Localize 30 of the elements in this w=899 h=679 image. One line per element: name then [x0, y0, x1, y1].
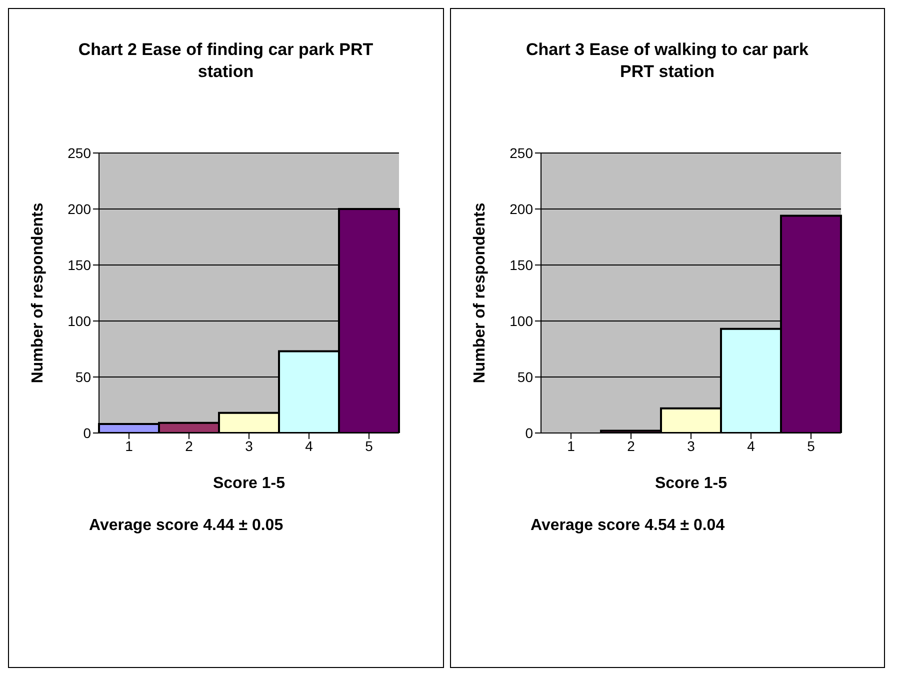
y-tick-label: 50	[516, 368, 533, 385]
y-tick-label: 50	[75, 368, 92, 385]
x-axis-title: Score 1-5	[212, 475, 286, 492]
x-tick-label: 2	[185, 438, 194, 454]
y-tick-label: 100	[68, 312, 92, 329]
x-tick-label: 4	[305, 438, 314, 454]
y-tick-label: 250	[509, 144, 533, 161]
x-tick-label: 1	[566, 438, 575, 454]
y-tick-label: 200	[68, 200, 92, 217]
x-tick-label: 5	[365, 438, 374, 454]
text: Average score 4.44 ± 0.05	[89, 517, 284, 535]
x-tick-label: 3	[686, 438, 695, 454]
chart-title: Chart 3 Ease of walking to car park PRT station	[525, 39, 810, 83]
y-tick-label: 150	[509, 256, 533, 273]
y-axis-title: Number of respondents	[471, 202, 488, 384]
text: Average score 4.54 ± 0.04	[530, 517, 726, 535]
x-tick-label: 5	[806, 438, 815, 454]
y-tick-label: 0	[524, 424, 533, 441]
x-axis-title: Score 1-5	[654, 475, 727, 492]
y-tick-label: 0	[83, 424, 92, 441]
y-tick-label: 250	[68, 144, 92, 161]
y-tick-label: 100	[509, 312, 533, 329]
y-tick-label: 150	[68, 256, 92, 273]
x-tick-label: 4	[746, 438, 755, 454]
x-tick-label: 3	[245, 438, 254, 454]
x-tick-label: 1	[125, 438, 134, 454]
y-axis-title: Number of respondents	[30, 202, 47, 384]
x-tick-label: 2	[626, 438, 635, 454]
y-tick-label: 200	[509, 200, 533, 217]
chart-title: Chart 2 Ease of finding car park PRT station	[77, 39, 374, 83]
